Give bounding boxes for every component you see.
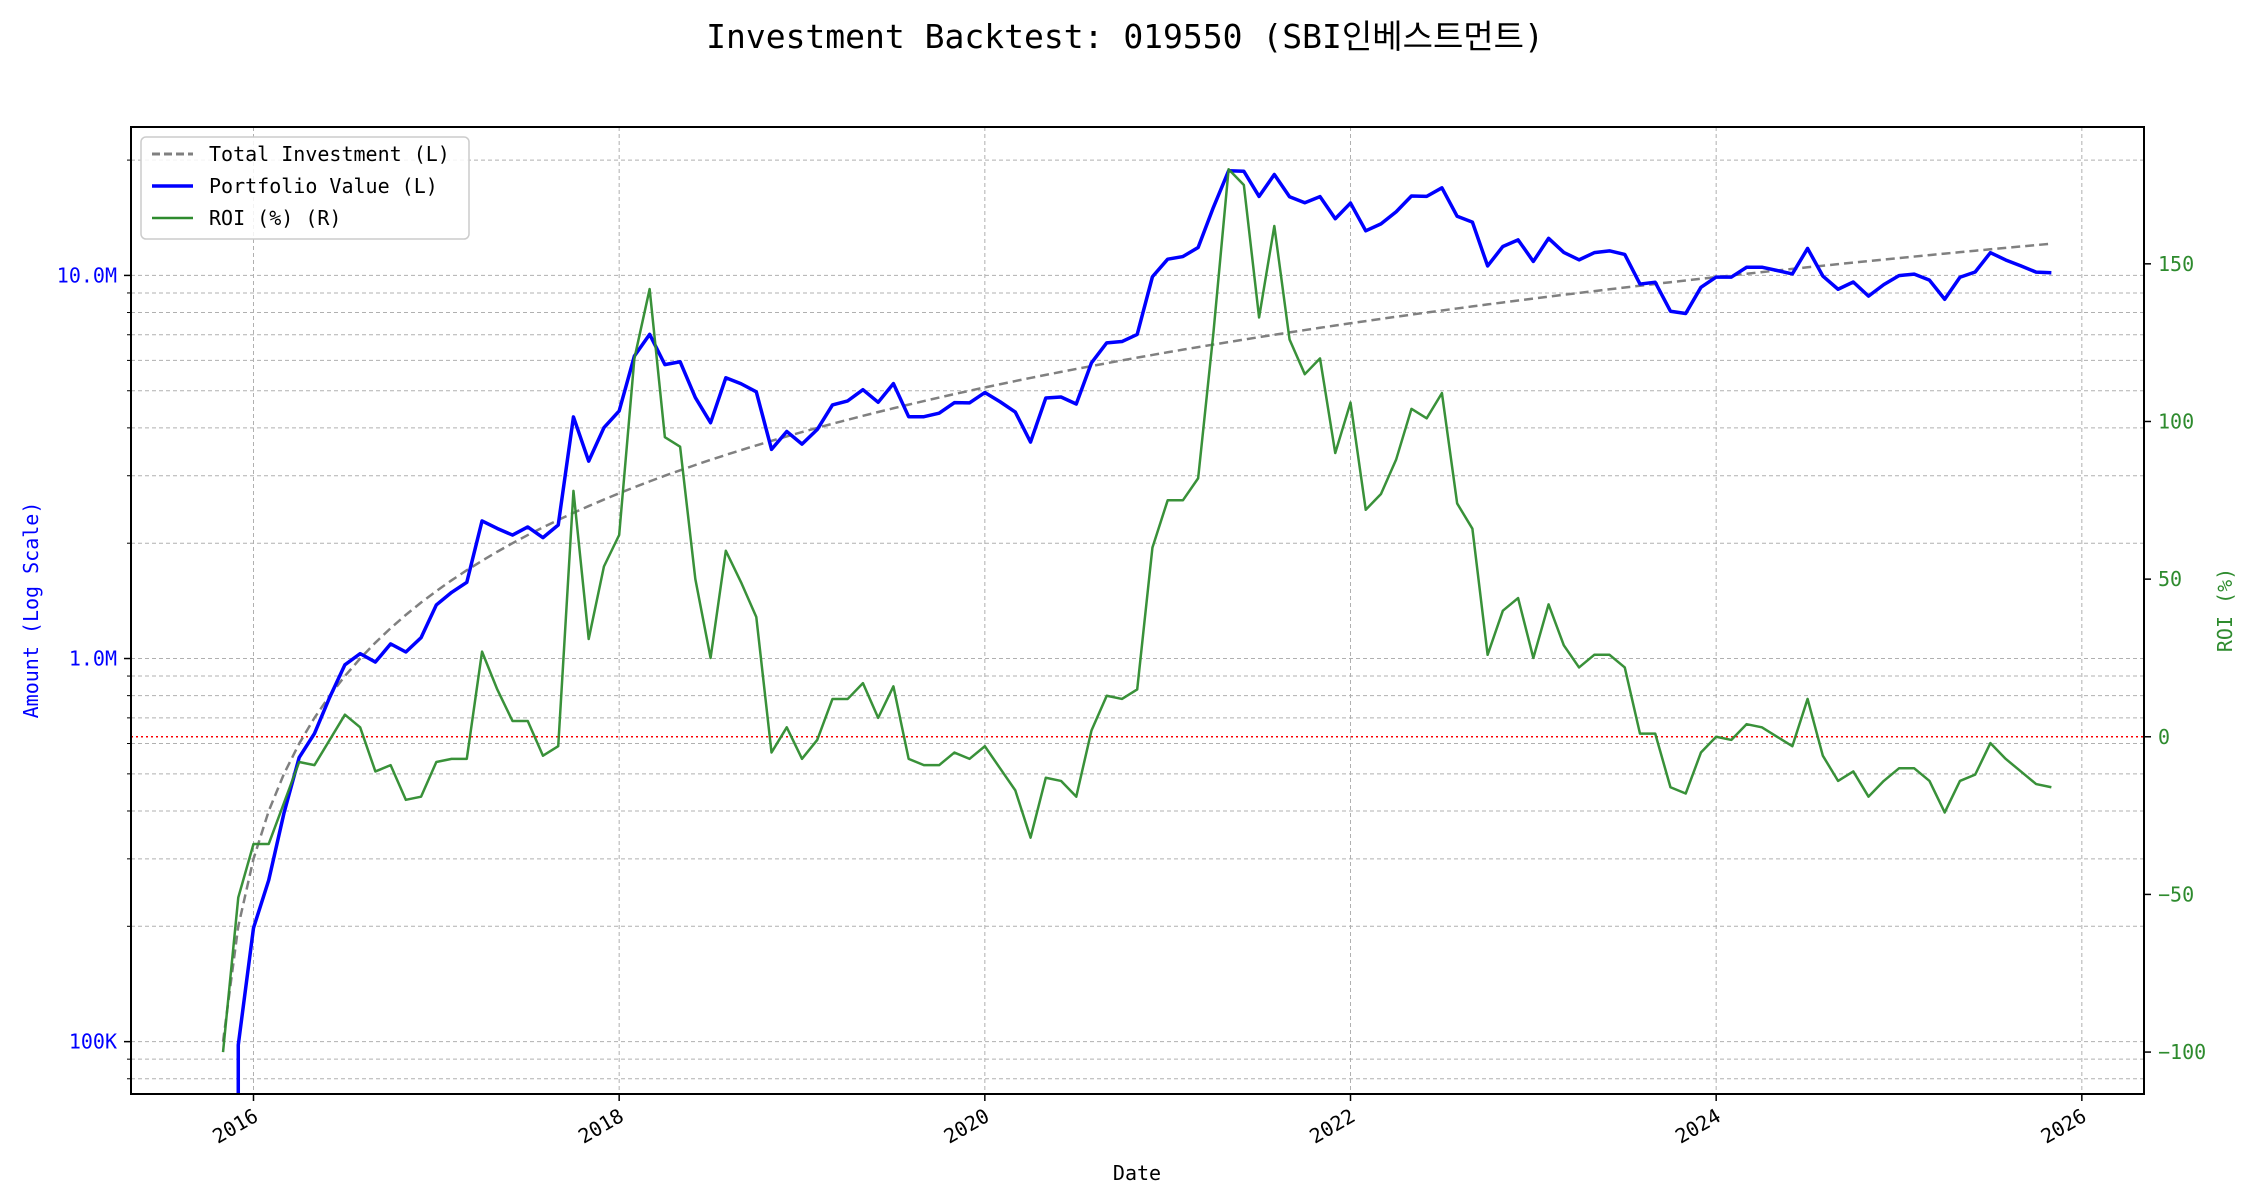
portfolio-value-line	[236, 168, 2052, 1094]
legend-box	[140, 136, 470, 240]
grid	[131, 127, 2144, 1094]
y-left-tick-label: 1.0M	[69, 647, 117, 671]
legend-label-investment: Total Investment (L)	[209, 142, 450, 166]
y-axis-right-label: ROI (%)	[2213, 568, 2237, 652]
legend-label-roi: ROI (%) (R)	[209, 206, 341, 230]
x-axis-label: Date	[1113, 1161, 1161, 1185]
y-right-tick-label: 50	[2158, 567, 2182, 591]
y-right-tick-label: −100	[2158, 1040, 2206, 1064]
legend-label-portfolio: Portfolio Value (L)	[209, 174, 438, 198]
y-right-tick-label: 150	[2158, 252, 2194, 276]
y-right-tick-label: 0	[2158, 725, 2170, 749]
y-right-tick-label: 100	[2158, 409, 2194, 433]
y-axis-left-label: Amount (Log Scale)	[19, 502, 43, 719]
y-left-tick-label: 10.0M	[57, 263, 117, 287]
plot-marks	[131, 167, 2144, 1094]
chart-title: Investment Backtest: 019550 (SBI인베스트먼트)	[706, 17, 1544, 56]
legend: Total Investment (L) Portfolio Value (L)…	[140, 136, 470, 240]
roi-line	[221, 167, 2052, 1053]
total-investment-line	[221, 242, 2052, 1042]
y-right-tick-label: −50	[2158, 882, 2194, 906]
y-left-tick-label: 100K	[69, 1030, 117, 1054]
plot-frame	[130, 126, 2145, 1095]
